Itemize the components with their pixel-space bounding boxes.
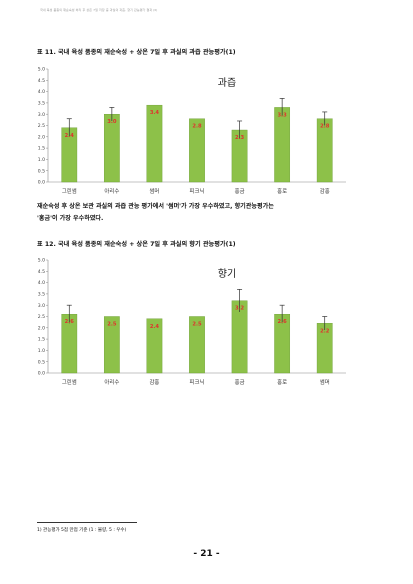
aroma-chart-svg: 0.0 0.5 1.0 1.5 2.0 2.5 3.0 3.5 4.0 4.5 5.0 향기 2.6 그린… <box>38 258 346 386</box>
juice-y-tick-label: 5.0 <box>38 67 45 73</box>
juice-bar <box>189 118 205 183</box>
aroma-data-label: 2.6 <box>65 319 75 325</box>
juice-data-label: 2.4 <box>65 133 75 139</box>
aroma-y-tick-label: 5.0 <box>38 258 45 264</box>
page-number: - 21 - <box>193 549 220 559</box>
aroma-y-tick-label: 0.0 <box>38 371 45 377</box>
aroma-bar <box>146 318 163 374</box>
juice-data-label: 2.8 <box>192 124 202 130</box>
body-paragraph-line-2: '홍금'이 가장 우수하였다. <box>37 215 104 222</box>
footnote-divider <box>37 522 137 523</box>
juice-y-tick-label: 3.0 <box>38 112 45 118</box>
juice-category-label: 홍로 <box>277 187 287 195</box>
juice-category-label: 감홍 <box>320 187 330 195</box>
aroma-bar <box>189 316 205 374</box>
aroma-category-label: 아리수 <box>104 378 119 386</box>
aroma-y-tick-label: 3.0 <box>38 303 45 309</box>
aroma-data-label: 2.4 <box>150 324 160 330</box>
juice-category-label: 홍금 <box>235 187 245 195</box>
body-paragraph-line-1: 재순숙성 후 상온 보관 과실의 과즙 관능 평가에서 '썸머'가 가장 우수하… <box>37 203 274 210</box>
figure-12-caption: 표 12. 국내 육성 품종의 재순숙성 + 상온 7일 후 과실의 향기 관능… <box>37 241 236 248</box>
aroma-y-tick-label: 0.5 <box>38 359 45 365</box>
aroma-data-label: 2.6 <box>278 319 288 325</box>
aroma-y-tick-label: 1.0 <box>38 348 45 354</box>
aroma-bar <box>103 316 120 374</box>
juice-category-label: 피크닉 <box>190 187 205 195</box>
aroma-category-label: 피크닉 <box>190 378 205 386</box>
juice-data-label: 2.8 <box>320 124 330 130</box>
aroma-data-label: 3.2 <box>235 306 245 312</box>
juice-y-tick-label: 0.0 <box>38 180 45 186</box>
juice-data-label: 3.0 <box>107 119 117 125</box>
aroma-category-label: 썸머 <box>320 378 330 386</box>
juice-y-tick-label: 2.5 <box>38 123 45 129</box>
juice-data-label: 2.3 <box>235 135 245 141</box>
juice-bar-chart: 0.0 0.5 1.0 1.5 2.0 2.5 3.0 3.5 4.0 4.5 5.0 과즙 2.4 그린… <box>32 62 350 204</box>
aroma-data-label: 2.5 <box>107 322 117 328</box>
juice-category-label: 그린썸 <box>62 187 77 195</box>
aroma-category-label: 그린썸 <box>62 378 77 386</box>
juice-y-tick-label: 3.5 <box>38 101 45 107</box>
footnote: 1) 관능평가 5점 만점 기준 (1 : 불량, 5 : 우수) <box>37 528 127 533</box>
juice-data-label: 3.4 <box>150 110 160 116</box>
juice-y-tick-label: 4.0 <box>38 89 45 95</box>
aroma-category-label: 홍로 <box>277 378 287 386</box>
running-header: 국내 육성 품종의 재순숙성 처리 후 상온 7일 저장 중 과실의 과즙, 향… <box>40 8 158 12</box>
juice-data-label: 3.3 <box>278 112 288 118</box>
aroma-bar-chart: 0.0 0.5 1.0 1.5 2.0 2.5 3.0 3.5 4.0 4.5 5.0 향기 2.6 그린… <box>32 253 350 395</box>
juice-category-label: 썸머 <box>149 187 159 195</box>
juice-chart-title: 과즙 <box>218 77 236 89</box>
aroma-y-tick-label: 4.0 <box>38 280 45 286</box>
aroma-data-label: 2.5 <box>192 322 202 328</box>
aroma-data-label: 2.2 <box>320 328 330 334</box>
aroma-y-tick-label: 3.5 <box>38 292 45 298</box>
juice-category-label: 아리수 <box>104 187 119 195</box>
aroma-category-label: 홍금 <box>235 378 245 386</box>
juice-y-tick-label: 4.5 <box>38 78 45 84</box>
juice-y-tick-label: 1.5 <box>38 146 45 152</box>
juice-y-tick-label: 0.5 <box>38 168 45 174</box>
figure-11-caption: 표 11. 국내 육성 품종의 재순숙성 + 상온 7일 후 과실의 과즙 관능… <box>37 49 236 56</box>
aroma-y-tick-label: 2.5 <box>38 314 45 320</box>
juice-bar <box>146 104 163 183</box>
juice-y-tick-label: 1.0 <box>38 157 45 163</box>
aroma-y-tick-label: 2.0 <box>38 325 45 331</box>
aroma-y-tick-label: 4.5 <box>38 269 45 275</box>
juice-bar <box>274 107 291 183</box>
aroma-category-label: 감홍 <box>149 378 159 386</box>
juice-y-tick-label: 2.0 <box>38 134 45 140</box>
aroma-y-tick-label: 1.5 <box>38 337 45 343</box>
juice-chart-svg: 0.0 0.5 1.0 1.5 2.0 2.5 3.0 3.5 4.0 4.5 5.0 과즙 2.4 그린… <box>38 67 346 195</box>
aroma-chart-title: 향기 <box>218 268 236 280</box>
